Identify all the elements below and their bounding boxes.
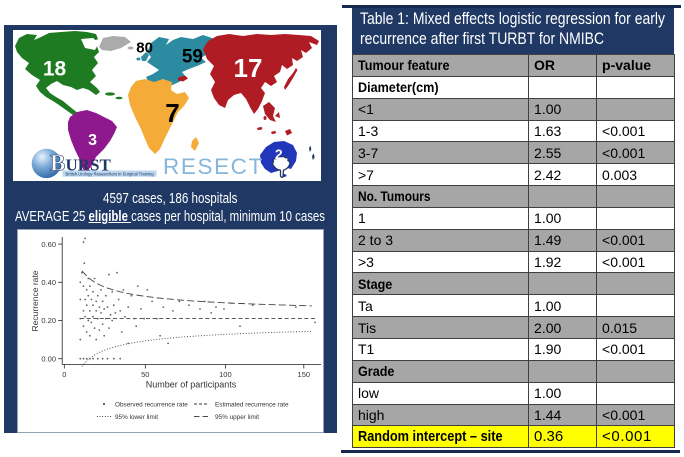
svg-text:British Urology Researchers in: British Urology Researchers in Surgical … xyxy=(66,171,155,176)
svg-text:100: 100 xyxy=(219,370,232,379)
svg-text:95% upper limit: 95% upper limit xyxy=(215,414,259,421)
svg-text:Recurrence rate: Recurrence rate xyxy=(30,270,40,331)
svg-text:URST: URST xyxy=(66,156,112,175)
svg-text:17: 17 xyxy=(234,53,263,83)
svg-text:3: 3 xyxy=(88,132,97,149)
svg-text:Number of participants: Number of participants xyxy=(146,380,237,390)
svg-text:150: 150 xyxy=(298,370,311,379)
svg-text:0.60: 0.60 xyxy=(41,240,56,249)
svg-text:95% lower limit: 95% lower limit xyxy=(115,414,158,421)
svg-text:50: 50 xyxy=(141,370,149,379)
svg-text:18: 18 xyxy=(43,58,67,81)
svg-text:80: 80 xyxy=(136,40,153,57)
svg-text:0.00: 0.00 xyxy=(41,354,56,363)
svg-text:59: 59 xyxy=(182,46,203,67)
svg-text:B: B xyxy=(50,151,65,176)
svg-text:2: 2 xyxy=(275,146,283,162)
svg-text:0.20: 0.20 xyxy=(41,316,56,325)
svg-text:RESECT: RESECT xyxy=(163,154,264,179)
svg-text:Estimated recurrence rate: Estimated recurrence rate xyxy=(215,402,289,409)
svg-text:Observed recurrence rate: Observed recurrence rate xyxy=(115,402,188,409)
svg-text:0.40: 0.40 xyxy=(41,278,56,287)
svg-text:0: 0 xyxy=(62,370,66,379)
svg-text:7: 7 xyxy=(165,98,179,128)
